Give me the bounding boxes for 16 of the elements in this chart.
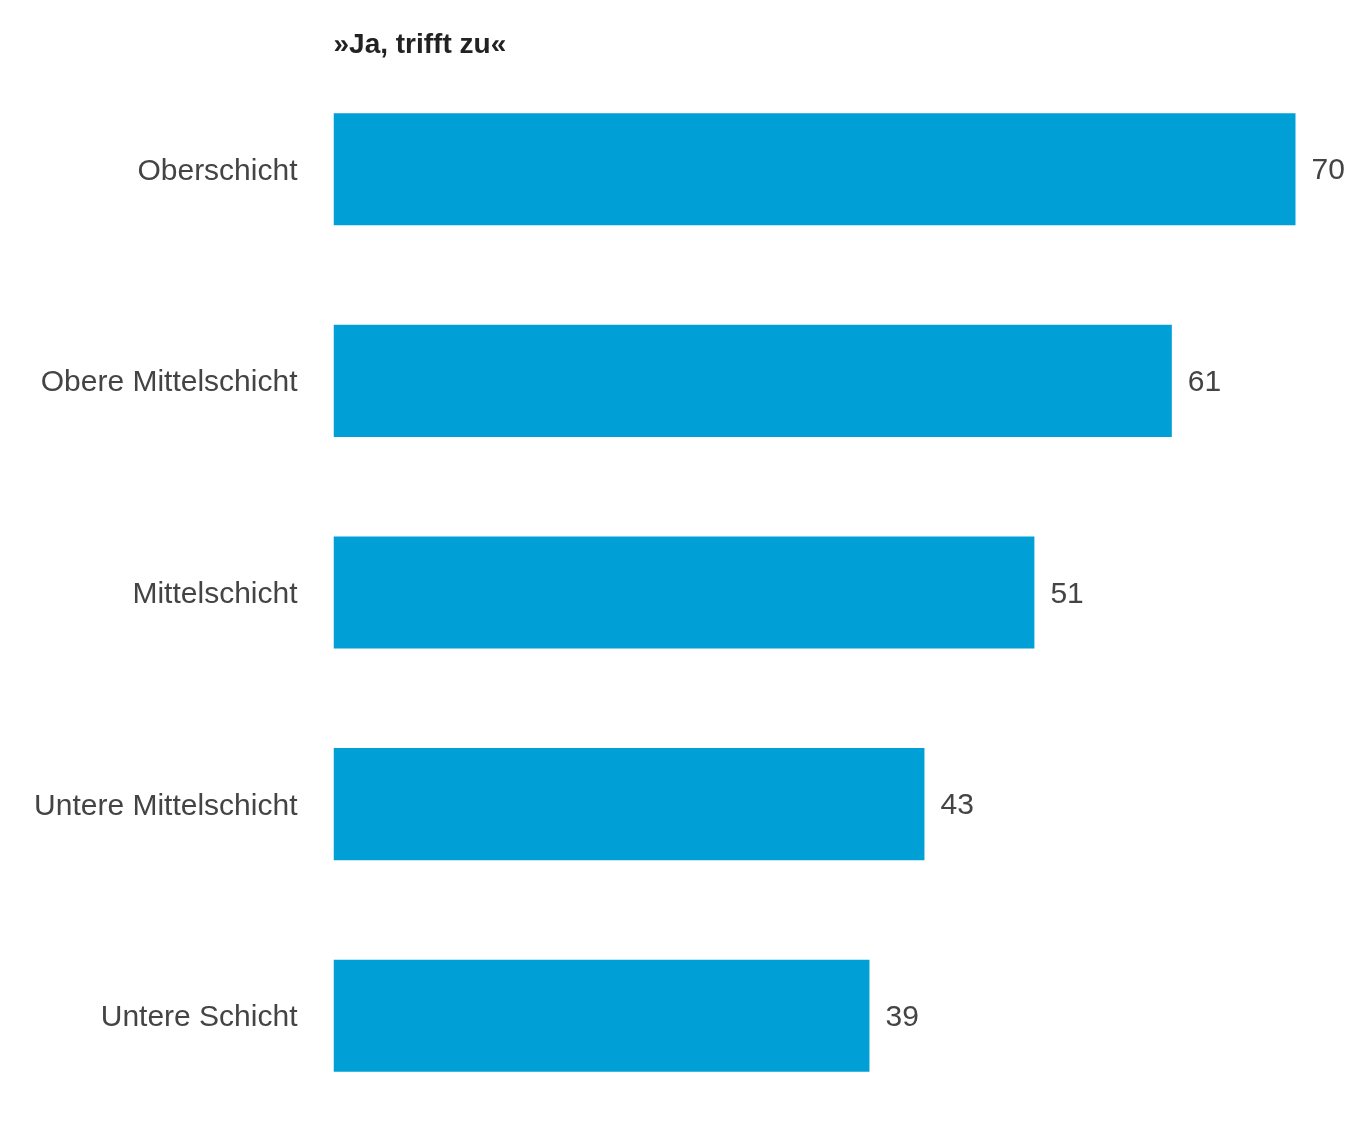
chart-title: »Ja, trifft zu« [333, 27, 507, 59]
y-tick-label: Oberschicht [137, 152, 299, 186]
y-tick-label: Obere Mittelschicht [40, 364, 299, 398]
y-tick-label: Mittelschicht [132, 576, 299, 609]
data-label: 61 [1187, 363, 1222, 397]
data-label: 39 [885, 998, 919, 1032]
data-label: 43 [940, 787, 974, 821]
y-tick-label: Untere Mittelschicht [34, 787, 299, 821]
data-label: 51 [1050, 575, 1084, 609]
y-tick-label: Untere Schicht [100, 999, 299, 1033]
bar [333, 959, 870, 1072]
data-label: 70 [1311, 152, 1345, 186]
bar [333, 113, 1296, 226]
bar [333, 748, 925, 861]
bar [333, 536, 1035, 649]
bar [333, 324, 1172, 437]
